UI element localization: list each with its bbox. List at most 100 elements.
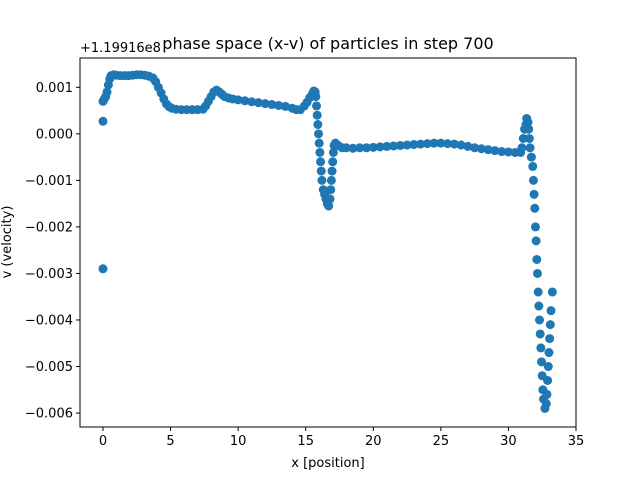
plot-frame: [79, 57, 577, 428]
data-point: [463, 141, 473, 151]
data-point: [523, 117, 533, 127]
data-point: [240, 96, 250, 106]
data-point: [443, 139, 453, 149]
x-tick-label: 30: [500, 434, 517, 449]
y-tick-label: −0.005: [25, 360, 73, 375]
data-point: [533, 287, 543, 297]
data-point: [503, 147, 513, 157]
y-tick-label: −0.004: [25, 313, 73, 328]
data-point: [314, 138, 324, 148]
data-point: [529, 189, 539, 199]
x-tick-label: 20: [365, 434, 382, 449]
x-axis-ticks: 0 5 10 15 20 25 30 35: [99, 427, 584, 449]
data-point: [530, 222, 540, 232]
data-point: [545, 320, 555, 330]
data-point: [545, 334, 555, 344]
data-point: [325, 194, 335, 204]
data-point: [547, 287, 557, 297]
data-point: [274, 100, 284, 110]
data-point: [528, 161, 538, 171]
data-point: [382, 141, 392, 151]
data-point: [528, 175, 538, 185]
data-point: [247, 97, 257, 107]
data-point: [541, 399, 551, 409]
data-point: [517, 143, 527, 153]
data-point: [456, 140, 466, 150]
x-tick-label: 25: [433, 434, 450, 449]
data-point: [233, 95, 243, 105]
data-point: [542, 389, 552, 399]
data-point: [422, 139, 432, 149]
data-point: [389, 141, 399, 151]
data-point: [362, 143, 372, 153]
data-point: [313, 120, 323, 130]
plot-area: [80, 58, 576, 427]
data-point: [490, 146, 500, 156]
x-axis-label: x [position]: [291, 456, 364, 471]
data-point: [535, 315, 545, 325]
data-point: [324, 201, 334, 211]
data-point: [429, 138, 439, 148]
data-point: [312, 110, 322, 120]
data-point: [311, 92, 321, 102]
y-tick-label: −0.003: [25, 267, 73, 282]
data-point: [312, 101, 322, 111]
data-point: [409, 140, 419, 150]
y-tick-label: −0.006: [25, 407, 73, 422]
data-point: [449, 139, 459, 149]
data-point: [314, 129, 324, 139]
data-point: [326, 185, 336, 195]
data-point: [260, 99, 270, 109]
y-axis-label: v (velocity): [0, 206, 15, 279]
data-point: [355, 143, 365, 153]
data-point: [316, 157, 326, 167]
y-tick-label: 0.001: [36, 81, 73, 96]
x-tick-label: 5: [166, 434, 174, 449]
data-point: [98, 116, 108, 126]
data-point: [280, 101, 290, 111]
data-point: [98, 264, 108, 274]
y-tick-label: −0.001: [25, 174, 73, 189]
data-point: [402, 140, 412, 150]
data-point: [328, 157, 338, 167]
data-point: [341, 143, 351, 153]
data-point: [470, 143, 480, 153]
data-point: [416, 139, 426, 149]
x-tick-label: 15: [297, 434, 314, 449]
data-point: [531, 236, 541, 246]
data-point: [524, 134, 534, 143]
data-point: [544, 348, 554, 358]
scatter-points: [98, 70, 557, 413]
data-point: [375, 142, 385, 152]
data-point: [436, 138, 446, 148]
data-point: [532, 254, 542, 264]
data-point: [253, 98, 263, 108]
data-point: [368, 142, 378, 152]
data-point: [532, 268, 542, 278]
data-point: [526, 152, 536, 162]
y-tick-label: 0.000: [36, 127, 73, 142]
data-point: [328, 147, 338, 157]
chart-title: phase space (x-v) of particles in step 7…: [162, 34, 493, 53]
data-point: [530, 203, 540, 213]
y-axis-ticks: 0.001 0.000 −0.001 −0.002 −0.003 −0.004 −0.005…: [25, 81, 80, 422]
data-point: [317, 175, 327, 185]
x-tick-label: 10: [230, 434, 247, 449]
data-point: [476, 144, 486, 154]
data-point: [315, 147, 325, 157]
data-point: [525, 143, 535, 153]
data-point: [536, 343, 546, 353]
y-tick-label: −0.002: [25, 220, 73, 235]
data-point: [543, 362, 553, 372]
x-tick-label: 35: [568, 434, 585, 449]
data-point: [348, 143, 358, 153]
data-point: [537, 357, 547, 367]
data-point: [395, 140, 405, 150]
data-point: [483, 145, 493, 155]
data-point: [497, 147, 507, 157]
y-offset-text: +1.19916e8: [80, 41, 161, 56]
data-point: [546, 306, 556, 316]
data-point: [327, 166, 337, 176]
data-point: [326, 175, 336, 185]
